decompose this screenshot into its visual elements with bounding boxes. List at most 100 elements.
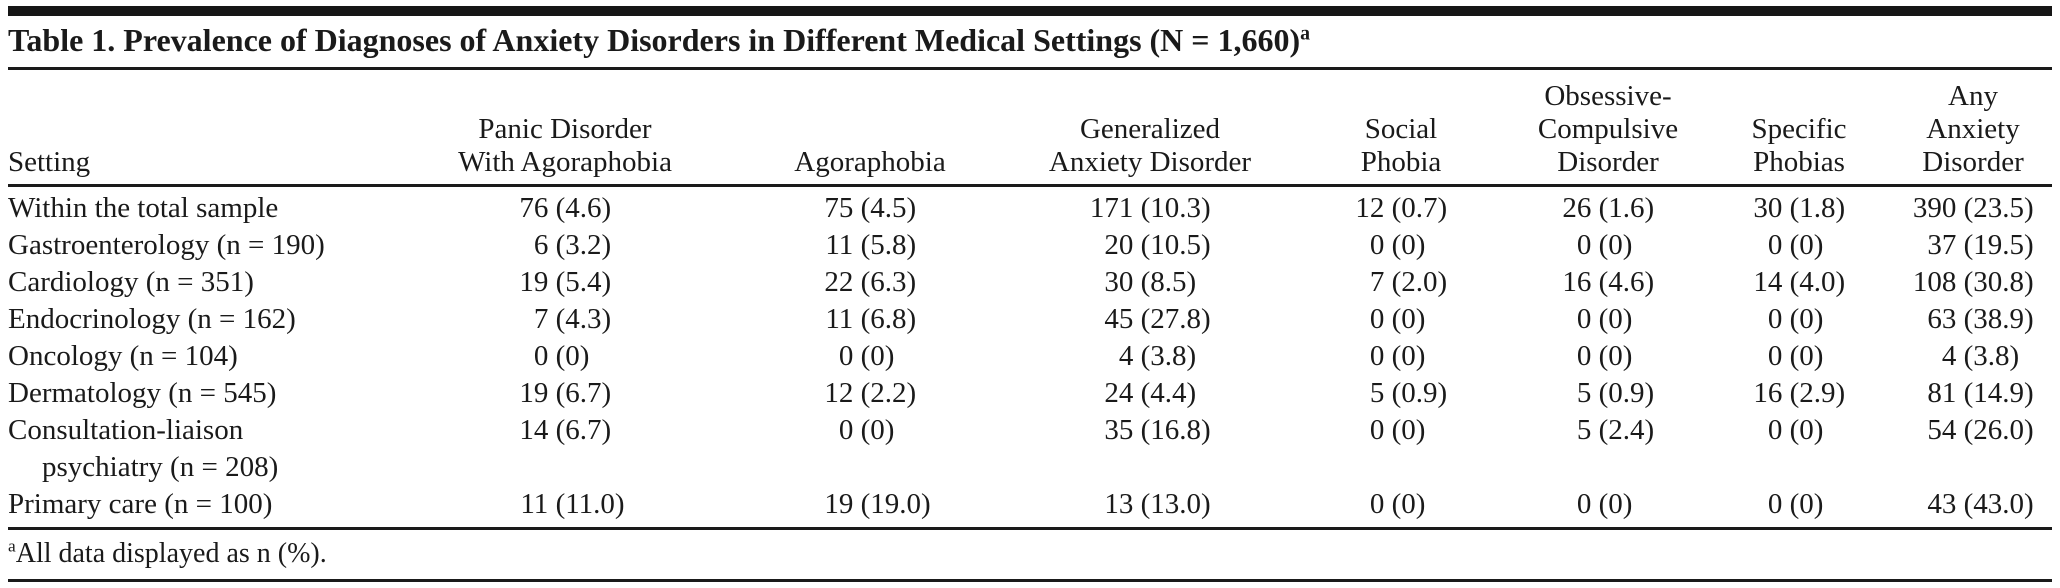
data-cell: 30 (1.8) <box>1704 186 1894 228</box>
n-percent-value: 0 (0) <box>1530 229 1685 261</box>
data-cell: 14 (6.7) <box>400 412 730 486</box>
n-percent-value: 7 (4.3) <box>487 303 642 335</box>
n-percent-value: 13 (13.0) <box>1072 488 1227 520</box>
percent-value: (0.9) <box>1391 377 1448 409</box>
data-cell: 6 (3.2) <box>400 227 730 264</box>
percent-value: (43.0) <box>1963 488 2034 520</box>
column-header-line: Specific <box>1751 113 1847 145</box>
count-value: 171 <box>1089 192 1134 224</box>
data-cell: 7 (2.0) <box>1290 264 1512 301</box>
data-cell: 171 (10.3) <box>1010 186 1290 228</box>
n-percent-value: 390 (23.5) <box>1895 192 2050 224</box>
n-percent-value: 0 (0) <box>1323 488 1478 520</box>
count-value: 4 <box>1941 340 1957 372</box>
count-value: 63 <box>1927 303 1957 335</box>
data-cell: 37 (19.5) <box>1894 227 2052 264</box>
setting-label-line: Dermatology (n = 545) <box>8 377 277 409</box>
column-header-line: Anxiety <box>1926 113 2020 145</box>
percent-value: (0) <box>1391 303 1426 335</box>
data-cell: 54 (26.0) <box>1894 412 2052 486</box>
data-cell: 0 (0) <box>1512 227 1704 264</box>
column-header-line: Phobia <box>1360 146 1442 178</box>
percent-value: (3.8) <box>1963 340 2020 372</box>
count-value: 108 <box>1912 266 1957 298</box>
n-percent-value: 171 (10.3) <box>1072 192 1227 224</box>
n-percent-value: 0 (0) <box>487 340 642 372</box>
count-value: 5 <box>1576 377 1592 409</box>
n-percent-value: 45 (27.8) <box>1072 303 1227 335</box>
data-cell: 0 (0) <box>1290 338 1512 375</box>
data-cell: 22 (6.3) <box>730 264 1010 301</box>
n-percent-value: 7 (2.0) <box>1323 266 1478 298</box>
data-cell: 0 (0) <box>1704 486 1894 529</box>
count-value: 22 <box>824 266 854 298</box>
percent-value: (19.5) <box>1963 229 2034 261</box>
count-value: 390 <box>1912 192 1957 224</box>
percent-value: (5.8) <box>860 229 917 261</box>
data-cell: 5 (0.9) <box>1512 375 1704 412</box>
data-cell: 35 (16.8) <box>1010 412 1290 486</box>
percent-value: (10.3) <box>1140 192 1211 224</box>
data-cell: 0 (0) <box>1290 486 1512 529</box>
data-cell: 24 (4.4) <box>1010 375 1290 412</box>
count-value: 0 <box>1576 229 1592 261</box>
count-value: 0 <box>1369 229 1385 261</box>
n-percent-value: 22 (6.3) <box>792 266 947 298</box>
table-body: Within the total sample 76 (4.6) 75 (4.5) 171… <box>8 186 2052 529</box>
setting-cell: Consultation-liaison psychiatry (n = 208) <box>8 412 400 486</box>
n-percent-value: 0 (0) <box>1530 303 1685 335</box>
n-percent-value: 30 (1.8) <box>1721 192 1876 224</box>
count-value: 81 <box>1927 377 1957 409</box>
count-value: 19 <box>519 266 549 298</box>
n-percent-value: 0 (0) <box>1323 340 1478 372</box>
table-row: Primary care (n = 100) 11 (11.0) 19 (19.0) 13… <box>8 486 2052 529</box>
n-percent-value: 0 (0) <box>1530 340 1685 372</box>
data-cell: 4 (3.8) <box>1894 338 2052 375</box>
count-value: 16 <box>1562 266 1592 298</box>
data-cell: 16 (2.9) <box>1704 375 1894 412</box>
n-percent-value: 26 (1.6) <box>1530 192 1685 224</box>
data-cell: 75 (4.5) <box>730 186 1010 228</box>
data-cell: 11 (6.8) <box>730 301 1010 338</box>
data-cell: 26 (1.6) <box>1512 186 1704 228</box>
data-cell: 108 (30.8) <box>1894 264 2052 301</box>
percent-value: (2.9) <box>1789 377 1846 409</box>
count-value: 6 <box>533 229 549 261</box>
table-header: Setting Panic Disorder With Agoraphobia Ag… <box>8 70 2052 187</box>
n-percent-value: 5 (0.9) <box>1530 377 1685 409</box>
data-cell: 0 (0) <box>400 338 730 375</box>
percent-value: (0) <box>1789 340 1824 372</box>
data-cell: 0 (0) <box>1512 338 1704 375</box>
count-value: 14 <box>1753 266 1783 298</box>
n-percent-value: 0 (0) <box>792 340 947 372</box>
column-header-line: Disorder <box>1922 146 2024 178</box>
n-percent-value: 0 (0) <box>1721 229 1876 261</box>
footnote-marker: a <box>8 536 16 556</box>
column-header-line: Obsessive- <box>1544 80 1672 112</box>
n-percent-value: 24 (4.4) <box>1072 377 1227 409</box>
data-cell: 30 (8.5) <box>1010 264 1290 301</box>
setting-label-line: Oncology (n = 104) <box>8 340 238 372</box>
count-value: 30 <box>1753 192 1783 224</box>
count-value: 11 <box>825 229 854 261</box>
n-percent-value: 12 (2.2) <box>792 377 947 409</box>
percent-value: (0.7) <box>1391 192 1448 224</box>
n-percent-value: 11 (11.0) <box>487 488 642 520</box>
n-percent-value: 6 (3.2) <box>487 229 642 261</box>
percent-value: (11.0) <box>555 488 625 520</box>
column-header-generalized-anxiety-disorder: Generalized Anxiety Disorder <box>1010 70 1290 187</box>
percent-value: (0.9) <box>1598 377 1655 409</box>
count-value: 19 <box>519 377 549 409</box>
percent-value: (0) <box>1789 414 1824 446</box>
percent-value: (4.6) <box>555 192 612 224</box>
column-header-line: Phobias <box>1753 146 1845 178</box>
setting-cell: Oncology (n = 104) <box>8 338 400 375</box>
column-header-line: Generalized <box>1079 113 1221 145</box>
percent-value: (4.3) <box>555 303 612 335</box>
setting-label-line: psychiatry (n = 208) <box>42 451 279 483</box>
n-percent-value: 19 (19.0) <box>792 488 947 520</box>
n-percent-value: 63 (38.9) <box>1895 303 2050 335</box>
count-value: 0 <box>1767 229 1783 261</box>
header-row: Setting Panic Disorder With Agoraphobia Ag… <box>8 70 2052 187</box>
